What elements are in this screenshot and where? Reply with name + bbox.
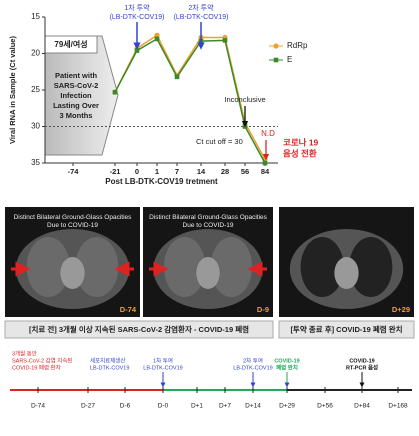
x-tick-label: -21 — [110, 167, 121, 176]
x-tick-label: 7 — [175, 167, 179, 176]
event-label: LB-DTK-COV19 — [143, 365, 182, 371]
heart — [196, 257, 220, 289]
event-label: COVID-19 — [274, 358, 299, 364]
patient-text: Patient with — [55, 71, 98, 80]
marker — [154, 32, 160, 38]
negative-label: 코로나 19 — [283, 137, 319, 147]
event-label: 세포치료제생산 — [90, 356, 125, 364]
x-tick-label: 28 — [221, 167, 229, 176]
timeline-label: D-74 — [31, 403, 45, 410]
ct-day: D+29 — [392, 305, 410, 314]
lung — [349, 237, 393, 297]
patient-age: 79세/여성 — [54, 39, 87, 49]
x-tick-label: 84 — [261, 167, 270, 176]
dose-label: (LB-DTK-COV19) — [110, 14, 165, 21]
nd: N.D — [261, 129, 275, 138]
lung — [75, 237, 119, 297]
timeline-label: D+29 — [279, 403, 295, 410]
x-tick-label: 0 — [135, 167, 139, 176]
marker — [242, 124, 248, 129]
event-label: LB-DTK-COV19 — [90, 365, 129, 371]
caption-box — [4, 320, 274, 339]
timeline-label: D-0 — [158, 403, 169, 410]
inconclusive: Inconclusive — [224, 95, 265, 104]
lung — [300, 237, 344, 297]
timeline-label: D+7 — [219, 403, 231, 410]
x-tick-label: 56 — [241, 167, 249, 176]
lung — [163, 237, 206, 297]
event-label: SARS-CoV-2 감염 지속된 — [12, 356, 72, 364]
event-label: COVID-19 — [349, 358, 374, 364]
event-label: 2차 투여 — [243, 356, 263, 364]
ct-day: D-74 — [120, 305, 137, 314]
timeline-label: D+168 — [388, 403, 408, 410]
patient-text: 3 Months — [60, 111, 93, 120]
legend-label: RdRp — [287, 41, 308, 50]
lung — [26, 237, 70, 297]
x-tick-label: -74 — [68, 167, 80, 176]
legend-label: E — [287, 55, 292, 64]
negative-label: 음성 전환 — [283, 148, 317, 158]
caption-box — [278, 320, 415, 339]
y-tick-label: 35 — [31, 158, 40, 167]
ct-caption: Distinct Bilateral Ground-Glass Opacitie… — [14, 214, 133, 229]
ct-day: D-9 — [257, 305, 269, 314]
y-tick-label: 15 — [31, 12, 40, 21]
patient-text: Infection — [60, 91, 92, 100]
marker — [222, 38, 228, 43]
image-caption: [투약 종료 후] COVID-19 폐렴 완치 — [290, 324, 402, 334]
marker — [262, 160, 268, 166]
patient-text: Lasting Over — [53, 101, 99, 110]
event-label: 3개월 동안 — [12, 349, 37, 357]
y-tick-label: 25 — [31, 85, 40, 94]
y-tick-label: 20 — [31, 49, 40, 58]
timeline-label: D+1 — [191, 403, 203, 410]
timeline-label: D+84 — [354, 403, 370, 410]
x-axis-label: Post LB-DTK-COV19 tretment — [105, 177, 218, 186]
timeline-label: D+56 — [317, 403, 333, 410]
marker — [112, 89, 118, 95]
event-label: COVID-19 폐렴 환자 — [12, 363, 61, 371]
event-label: LB-DTK-COV19 — [233, 365, 272, 371]
ct-caption: Distinct Bilateral Ground-Glass Opacitie… — [149, 214, 268, 229]
patient-text: SARS-CoV-2 — [54, 81, 99, 90]
marker — [154, 36, 160, 42]
heart — [334, 257, 359, 289]
y-axis-label: Viral RNA in Sample (Ct value) — [8, 36, 17, 144]
event-label: 1차 투여 — [153, 356, 173, 364]
x-tick-label: 14 — [197, 167, 206, 176]
cutoff-label: Ct cut off = 30 — [196, 137, 243, 146]
timeline-label: D-27 — [81, 403, 95, 410]
timeline-label: D-6 — [120, 403, 131, 410]
dose-label: 1차 투약 — [124, 3, 150, 12]
x-tick-label: 1 — [155, 167, 159, 176]
image-caption: [치료 전] 3개월 이상 지속된 SARS-CoV-2 감염환자 - COVI… — [29, 324, 249, 334]
marker — [174, 74, 180, 80]
heart — [60, 257, 85, 289]
timeline-label: D+14 — [245, 403, 261, 410]
event-label: RT-PCR 음성 — [346, 363, 378, 371]
dose-label: (LB-DTK-COV19) — [174, 14, 229, 21]
dose-label: 2차 투약 — [188, 3, 214, 12]
y-tick-label: 30 — [31, 122, 40, 131]
marker — [134, 48, 140, 53]
lung — [210, 237, 253, 297]
event-label: 폐렴 완치 — [276, 363, 298, 371]
